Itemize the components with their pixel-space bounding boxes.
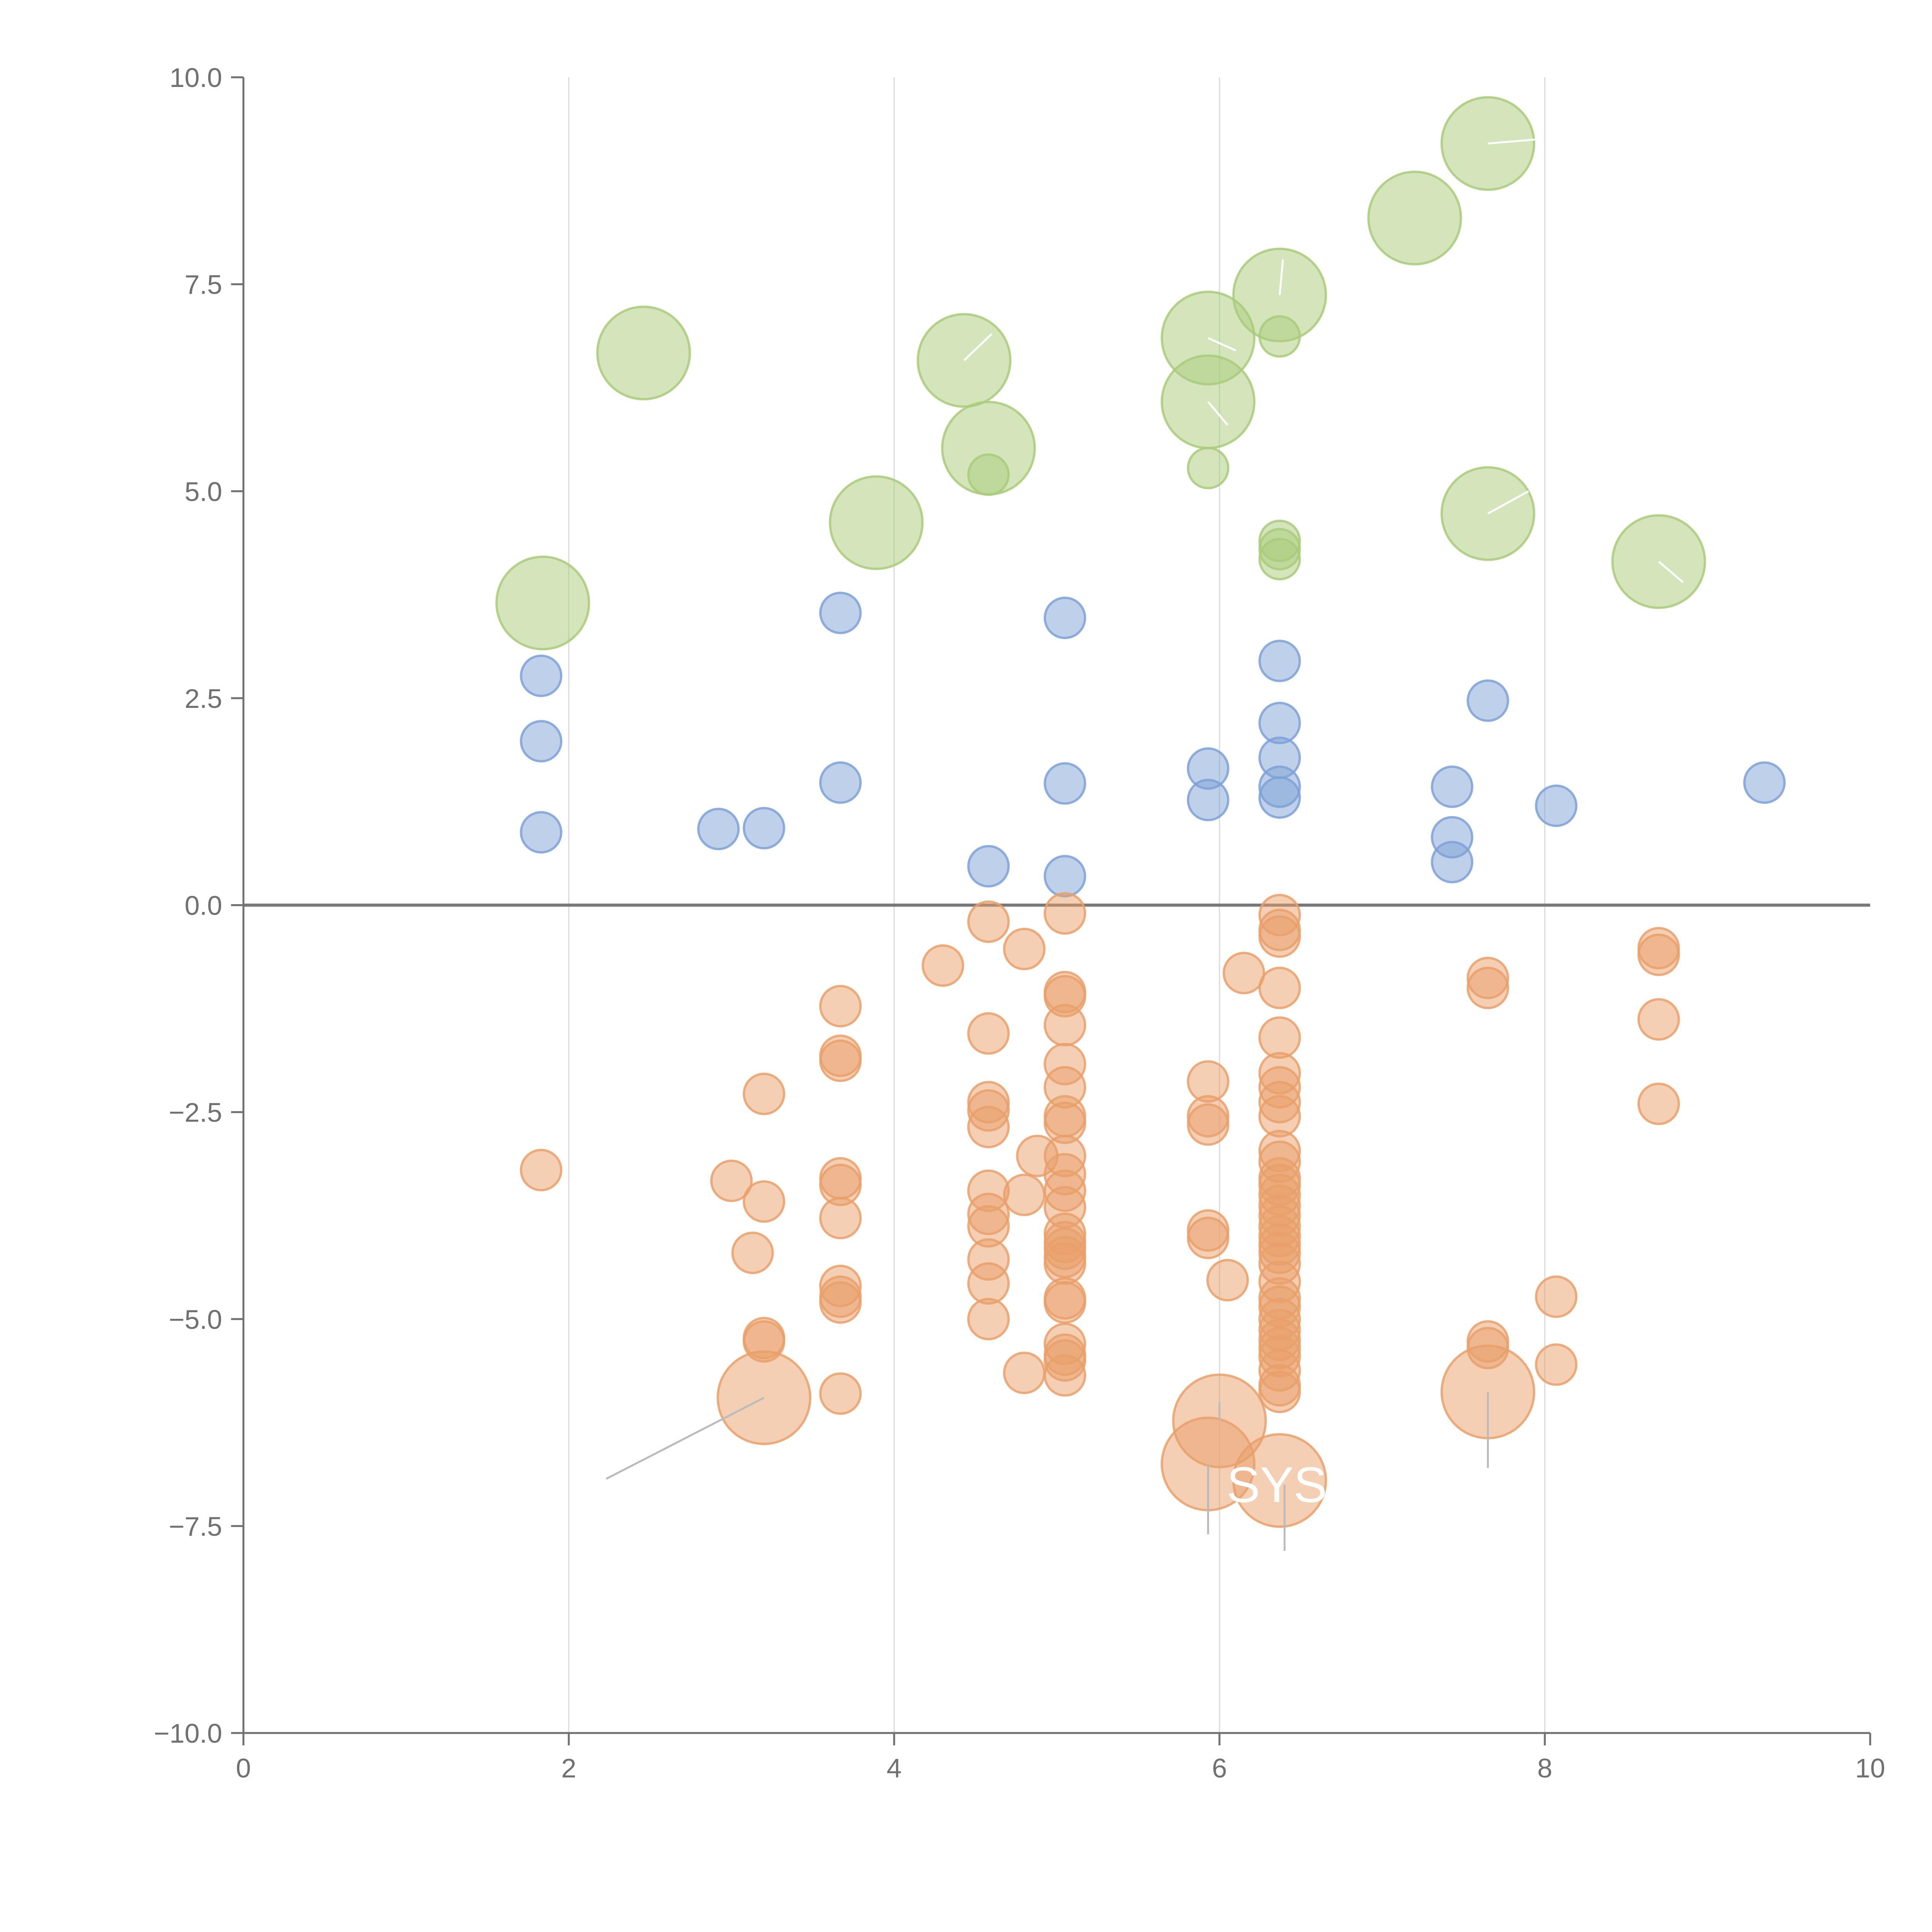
point-orange-11 (1637, 934, 1680, 976)
point-orange-37 (1637, 1082, 1680, 1125)
point-orange-81 (1044, 1281, 1087, 1324)
y-tick-label-7.5: 7.5 (185, 270, 222, 300)
point-green-17 (495, 555, 590, 651)
point-orange-4 (1258, 915, 1301, 958)
axes: 0 2 4 6 8 10 10.0 7.5 5.0 2.5 0.0 −2.5 −5.0 −7.5 −10.0 (154, 63, 1885, 1783)
point-blue-18 (743, 807, 786, 850)
point-green-5 (596, 305, 691, 401)
point-blue-21 (967, 845, 1010, 888)
x-tick-label-2: 2 (561, 1753, 577, 1783)
point-orange-32 (1187, 1103, 1230, 1146)
point-orange-0 (1044, 892, 1087, 935)
point-orange-75 (967, 1262, 1010, 1305)
x-tick-label-0: 0 (236, 1753, 251, 1783)
point-green-11 (829, 475, 924, 570)
point-orange-104 (819, 1372, 862, 1415)
point-blue-9 (819, 761, 862, 804)
leader-line-10 (1487, 490, 1529, 515)
point-orange-5 (1003, 928, 1046, 971)
point-orange-19 (1637, 998, 1680, 1041)
point-orange-12 (1258, 966, 1301, 1009)
point-blue-17 (697, 808, 740, 850)
point-orange-6 (922, 944, 964, 987)
point-orange-36 (967, 1105, 1010, 1148)
point-blue-12 (1743, 761, 1786, 804)
leader-line-8 (1207, 401, 1228, 426)
point-orange-99 (1003, 1352, 1046, 1395)
y-tick-label-−2.5: −2.5 (169, 1097, 222, 1128)
point-blue-16 (1535, 784, 1578, 827)
point-orange-53 (743, 1180, 786, 1223)
point-green-9 (967, 453, 1010, 496)
y-tick-label-−5.0: −5.0 (169, 1304, 222, 1335)
x-tick-label-4: 4 (887, 1753, 902, 1783)
x-tick-label-6: 6 (1212, 1753, 1227, 1783)
point-green-4 (1258, 315, 1301, 358)
point-green-6 (917, 313, 1012, 408)
point-orange-18 (1258, 1016, 1301, 1059)
point-orange-16 (1044, 1004, 1087, 1047)
point-orange-7 (1223, 952, 1265, 995)
leader-line-5 (1488, 138, 1537, 145)
y-tick-label-5.0: 5.0 (185, 476, 222, 507)
annotation-labels: SYS (1226, 1456, 1327, 1513)
point-blue-22 (1431, 841, 1474, 884)
point-orange-9 (1466, 966, 1509, 1009)
point-blue-3 (1258, 639, 1301, 682)
x-tick-label-10: 10 (1855, 1753, 1885, 1783)
point-orange-103 (1258, 1371, 1301, 1413)
point-orange-85 (967, 1298, 1010, 1340)
point-orange-109 (1232, 1433, 1327, 1528)
point-blue-23 (1044, 855, 1087, 898)
point-blue-6 (520, 720, 563, 763)
point-blue-14 (1187, 779, 1230, 821)
point-blue-10 (1044, 762, 1087, 805)
y-tick-label-−7.5: −7.5 (169, 1511, 222, 1541)
y-tick-label-−10.0: −10.0 (154, 1718, 222, 1748)
y-tick-label-0.0: 0.0 (185, 891, 222, 921)
point-orange-98 (1535, 1343, 1578, 1386)
data-points (495, 96, 1786, 1528)
point-orange-21 (819, 1039, 862, 1082)
point-orange-43 (710, 1159, 753, 1202)
point-orange-84 (1535, 1275, 1578, 1318)
point-orange-17 (967, 1012, 1010, 1055)
point-blue-15 (1258, 776, 1301, 819)
point-orange-42 (520, 1149, 563, 1192)
point-orange-67 (731, 1231, 774, 1274)
leader-line-11 (1658, 561, 1684, 583)
point-orange-74 (1206, 1259, 1249, 1302)
leader-line-0 (605, 1397, 765, 1480)
point-orange-61 (1187, 1216, 1230, 1259)
point-green-7 (1160, 354, 1256, 449)
point-orange-27 (743, 1072, 786, 1115)
point-orange-79 (819, 1281, 862, 1324)
leader-line-9 (963, 333, 993, 361)
y-tick-label-2.5: 2.5 (185, 684, 222, 714)
point-blue-19 (520, 811, 563, 854)
point-green-10 (1187, 447, 1230, 490)
point-blue-2 (520, 655, 563, 697)
leader-line-6 (1279, 259, 1284, 295)
point-blue-1 (1044, 597, 1087, 639)
point-green-15 (1258, 537, 1301, 580)
x-tick-label-8: 8 (1537, 1753, 1553, 1783)
y-tick-label-10.0: 10.0 (170, 63, 222, 93)
point-orange-1 (967, 900, 1010, 943)
point-orange-15 (819, 985, 862, 1027)
point-green-1 (1367, 170, 1462, 265)
point-orange-57 (819, 1197, 862, 1240)
point-orange-51 (1003, 1173, 1046, 1216)
point-orange-100 (1044, 1354, 1087, 1397)
point-blue-11 (1431, 765, 1474, 808)
point-blue-4 (1466, 679, 1509, 722)
leader-lines (605, 138, 1684, 1551)
point-blue-0 (819, 592, 862, 634)
leader-line-7 (1208, 337, 1236, 352)
annotation-label-0: SYS (1226, 1456, 1327, 1513)
